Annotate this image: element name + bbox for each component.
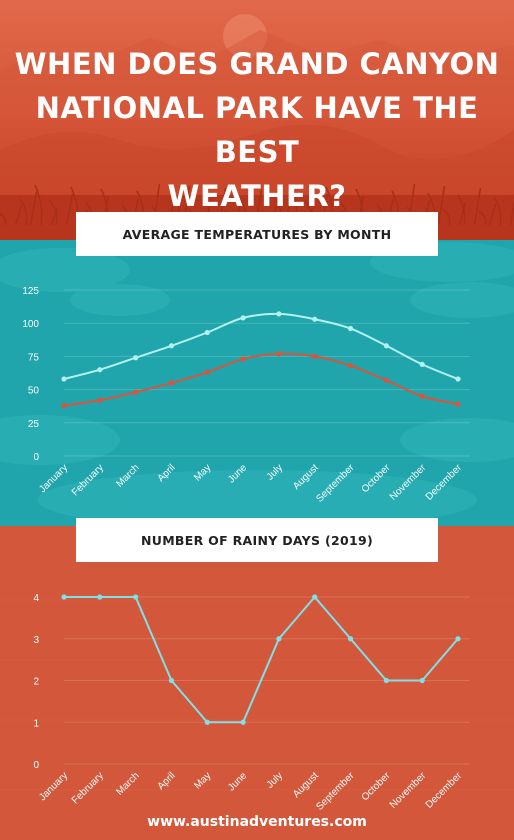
x-tick-label: July	[265, 770, 285, 790]
data-point	[97, 367, 103, 373]
data-point	[383, 377, 389, 383]
y-tick-label: 0	[33, 452, 39, 463]
data-point	[455, 401, 461, 407]
data-point	[240, 719, 246, 725]
data-point	[204, 719, 210, 725]
x-tick-label: June	[226, 770, 249, 793]
temperature-chart-title: AVERAGE TEMPERATURES BY MONTH	[76, 212, 438, 256]
x-tick-label: May	[192, 770, 213, 791]
x-tick-label: August	[291, 770, 321, 800]
x-tick-label: January	[37, 770, 70, 803]
data-point	[61, 594, 67, 600]
y-tick-label: 1	[33, 718, 39, 729]
temperature-chart: 0 25 50 75 100 125 January February March April Ma…	[22, 286, 470, 505]
orange-panel	[0, 526, 514, 840]
data-point	[97, 594, 103, 600]
x-tick-label: April	[156, 770, 178, 792]
data-point	[455, 376, 461, 382]
series-line-1	[64, 595, 459, 724]
title-line-2: NATIONAL PARK HAVE THE BEST	[35, 91, 479, 169]
x-tick-label: March	[114, 770, 141, 797]
data-point	[240, 315, 246, 321]
y-tick-label: 0	[33, 760, 39, 771]
x-tick-label: February	[70, 770, 106, 806]
x-tick-label: February	[70, 462, 106, 498]
data-point	[61, 402, 67, 409]
x-tick-label: September	[314, 462, 357, 505]
y-tick-label: 50	[28, 386, 40, 397]
x-tick-label: April	[156, 462, 178, 484]
data-point	[204, 329, 210, 336]
data-point	[312, 353, 318, 359]
y-tick-label: 4	[33, 593, 39, 604]
y-tick-label: 75	[28, 352, 40, 363]
x-tick-label: January	[37, 462, 70, 495]
x-tick-label: December	[424, 462, 465, 503]
data-point	[61, 376, 67, 382]
y-tick-label: 3	[33, 635, 39, 646]
data-point	[455, 636, 461, 642]
data-point	[312, 316, 318, 322]
series-line-1	[63, 312, 459, 380]
data-point	[204, 369, 210, 375]
data-point	[276, 636, 282, 642]
y-tick-label: 2	[33, 677, 39, 688]
data-point	[168, 380, 175, 386]
data-point	[240, 356, 246, 362]
x-tick-label: September	[314, 770, 357, 810]
data-point	[168, 343, 175, 349]
data-point	[347, 636, 354, 642]
title-line-1: WHEN DOES GRAND CANYON	[14, 47, 500, 81]
clouds	[0, 242, 514, 530]
x-tick-label: December	[424, 770, 465, 810]
title-line-3: WEATHER?	[167, 179, 347, 213]
x-tick-label: November	[388, 462, 429, 503]
data-point	[97, 397, 103, 403]
x-tick-label: August	[291, 462, 321, 492]
x-tick-label: March	[114, 462, 141, 489]
x-tick-label: July	[265, 462, 285, 482]
data-point	[168, 677, 175, 684]
data-point	[347, 325, 354, 332]
x-tick-label: October	[360, 462, 393, 495]
x-tick-label: June	[226, 462, 249, 485]
data-point	[133, 594, 139, 600]
footer-url: www.austinadventures.com	[147, 814, 367, 830]
x-tick-label: November	[388, 770, 429, 810]
data-point	[133, 389, 139, 395]
page-title: WHEN DOES GRAND CANYON NATIONAL PARK HAV…	[0, 42, 514, 218]
mountains-near	[0, 124, 514, 200]
series-line-2	[63, 352, 459, 407]
x-tick-label: May	[192, 462, 213, 483]
data-point	[276, 311, 282, 317]
data-point	[383, 677, 389, 684]
y-tick-label: 100	[22, 319, 39, 330]
data-point	[383, 343, 389, 349]
data-point	[312, 594, 318, 600]
rainy-days-chart-title: NUMBER OF RAINY DAYS (2019)	[76, 518, 438, 562]
data-point	[133, 355, 139, 361]
mountains-far	[0, 30, 514, 120]
x-tick-label: October	[360, 770, 393, 803]
texture-lines	[0, 599, 514, 791]
y-tick-label: 25	[28, 419, 40, 430]
rainy-days-chart: 0 1 2 3 4 January February March April May June Jul…	[33, 593, 470, 810]
data-point	[419, 677, 425, 684]
y-tick-label: 125	[22, 286, 39, 297]
data-point	[276, 351, 282, 357]
data-point	[419, 361, 425, 367]
data-point	[419, 393, 425, 399]
data-point	[347, 363, 354, 369]
